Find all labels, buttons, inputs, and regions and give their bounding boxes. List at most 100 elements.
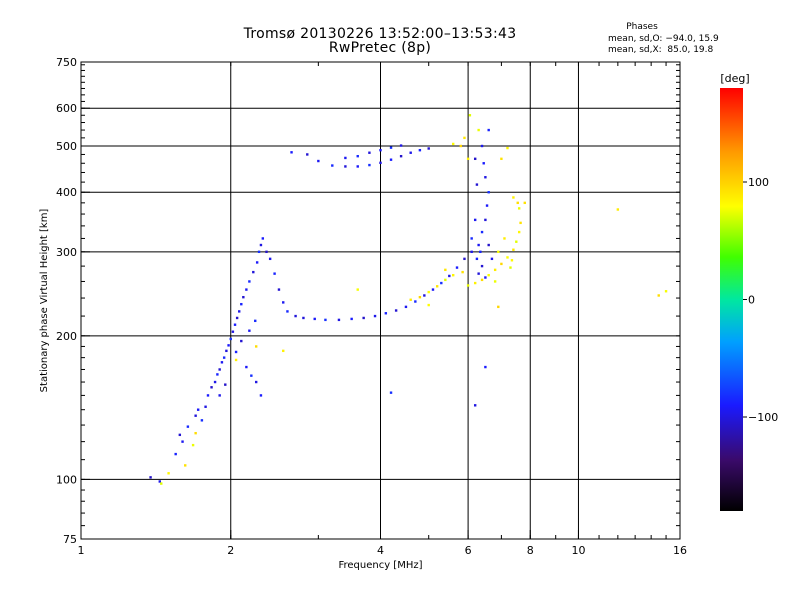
data-point-O xyxy=(196,408,200,411)
data-point-O xyxy=(206,394,210,397)
data-point-O xyxy=(324,318,327,322)
data-point-O xyxy=(482,162,485,165)
data-point-O xyxy=(448,274,451,278)
data-point-O xyxy=(178,433,182,437)
data-point-O xyxy=(399,144,403,147)
data-point-O xyxy=(250,374,253,377)
data-point-O xyxy=(384,312,388,315)
data-point-O xyxy=(227,344,230,347)
data-point-O xyxy=(409,151,412,154)
data-point-X xyxy=(487,273,490,277)
x-tick-label: 6 xyxy=(465,544,472,557)
chart-title: Tromsø 20130226 13:52:00–13:53:43 xyxy=(243,26,517,42)
axis-ticks: 1 2 4 6 8 10 16 75 100 200 300 400 500 600 750 xyxy=(56,56,687,557)
data-point-O xyxy=(473,404,477,407)
data-point-O xyxy=(344,156,347,160)
data-point-O xyxy=(313,317,316,321)
data-point-O xyxy=(331,164,334,167)
data-point-O xyxy=(362,316,365,320)
colorbar-tick-label: 0 xyxy=(748,294,755,307)
data-point-X xyxy=(418,295,422,299)
data-point-O xyxy=(204,405,207,408)
data-point-O xyxy=(216,373,219,376)
data-point-X xyxy=(523,201,526,205)
data-point-O xyxy=(245,365,248,369)
data-point-X xyxy=(463,136,466,140)
data-point-X xyxy=(493,268,497,272)
data-point-X xyxy=(500,157,503,161)
data-point-O xyxy=(240,339,243,343)
data-point-X xyxy=(466,157,470,161)
data-point-O xyxy=(200,419,204,422)
data-point-X xyxy=(497,250,500,254)
data-point-O xyxy=(470,250,473,254)
x-tick-label: 10 xyxy=(571,544,585,557)
data-point-O xyxy=(218,368,221,371)
data-point-X xyxy=(515,240,518,243)
y-tick-label: 200 xyxy=(56,330,77,343)
data-point-O xyxy=(294,314,297,318)
data-point-O xyxy=(389,391,393,394)
data-point-O xyxy=(218,394,221,397)
x-tick-label: 4 xyxy=(377,544,384,557)
data-point-X xyxy=(167,472,170,475)
data-point-X xyxy=(427,290,430,294)
data-point-X xyxy=(493,280,497,283)
data-point-O xyxy=(181,440,184,443)
data-point-O xyxy=(238,310,241,313)
data-point-O xyxy=(480,230,484,234)
data-point-X xyxy=(451,142,455,146)
data-point-X xyxy=(234,358,238,362)
data-point-O xyxy=(404,305,408,309)
data-point-O xyxy=(210,386,213,389)
data-point-O xyxy=(254,380,258,384)
data-point-X xyxy=(500,262,503,266)
data-point-O xyxy=(484,218,487,222)
data-point-O xyxy=(317,159,320,163)
data-point-O xyxy=(463,257,466,261)
y-tick-label: 500 xyxy=(56,140,77,153)
x-tick-label: 1 xyxy=(78,544,85,557)
data-point-X xyxy=(497,305,500,309)
data-point-O xyxy=(268,257,272,261)
data-point-O xyxy=(473,157,477,161)
x-tick-label: 8 xyxy=(527,544,534,557)
y-tick-label: 750 xyxy=(56,56,77,69)
data-point-O xyxy=(255,261,259,264)
data-point-O xyxy=(306,153,309,156)
data-point-X xyxy=(184,464,187,467)
data-point-O xyxy=(174,452,177,456)
data-point-O xyxy=(290,151,293,154)
data-point-X xyxy=(191,443,195,447)
y-tick-label: 300 xyxy=(56,246,77,259)
data-point-X xyxy=(503,237,506,240)
data-point-O xyxy=(254,319,257,323)
data-point-O xyxy=(234,350,238,354)
data-point-X xyxy=(477,128,480,132)
data-point-X xyxy=(466,284,470,287)
colorbar-unit-label: [deg] xyxy=(720,72,749,85)
data-point-O xyxy=(273,272,276,275)
data-point-O xyxy=(484,365,487,369)
y-tick-label: 400 xyxy=(56,186,77,199)
phase-legend-title: Phases xyxy=(626,22,658,32)
data-point-O xyxy=(261,237,265,240)
data-point-X xyxy=(282,349,285,353)
data-point-X xyxy=(512,196,515,199)
data-point-O xyxy=(487,128,490,132)
grid xyxy=(81,62,680,539)
y-axis-label: Stationary phase Virtual Height [km] xyxy=(39,209,50,393)
data-point-O xyxy=(475,183,479,186)
data-point-O xyxy=(233,323,237,326)
data-point-O xyxy=(248,280,251,283)
data-point-X xyxy=(427,303,430,307)
data-point-O xyxy=(222,356,226,359)
data-point-X xyxy=(480,278,484,282)
phase-colorbar xyxy=(720,88,743,511)
data-point-O xyxy=(475,257,479,261)
data-point-O xyxy=(149,476,152,479)
data-point-O xyxy=(389,158,393,161)
data-point-O xyxy=(473,218,477,222)
data-point-O xyxy=(344,165,347,168)
